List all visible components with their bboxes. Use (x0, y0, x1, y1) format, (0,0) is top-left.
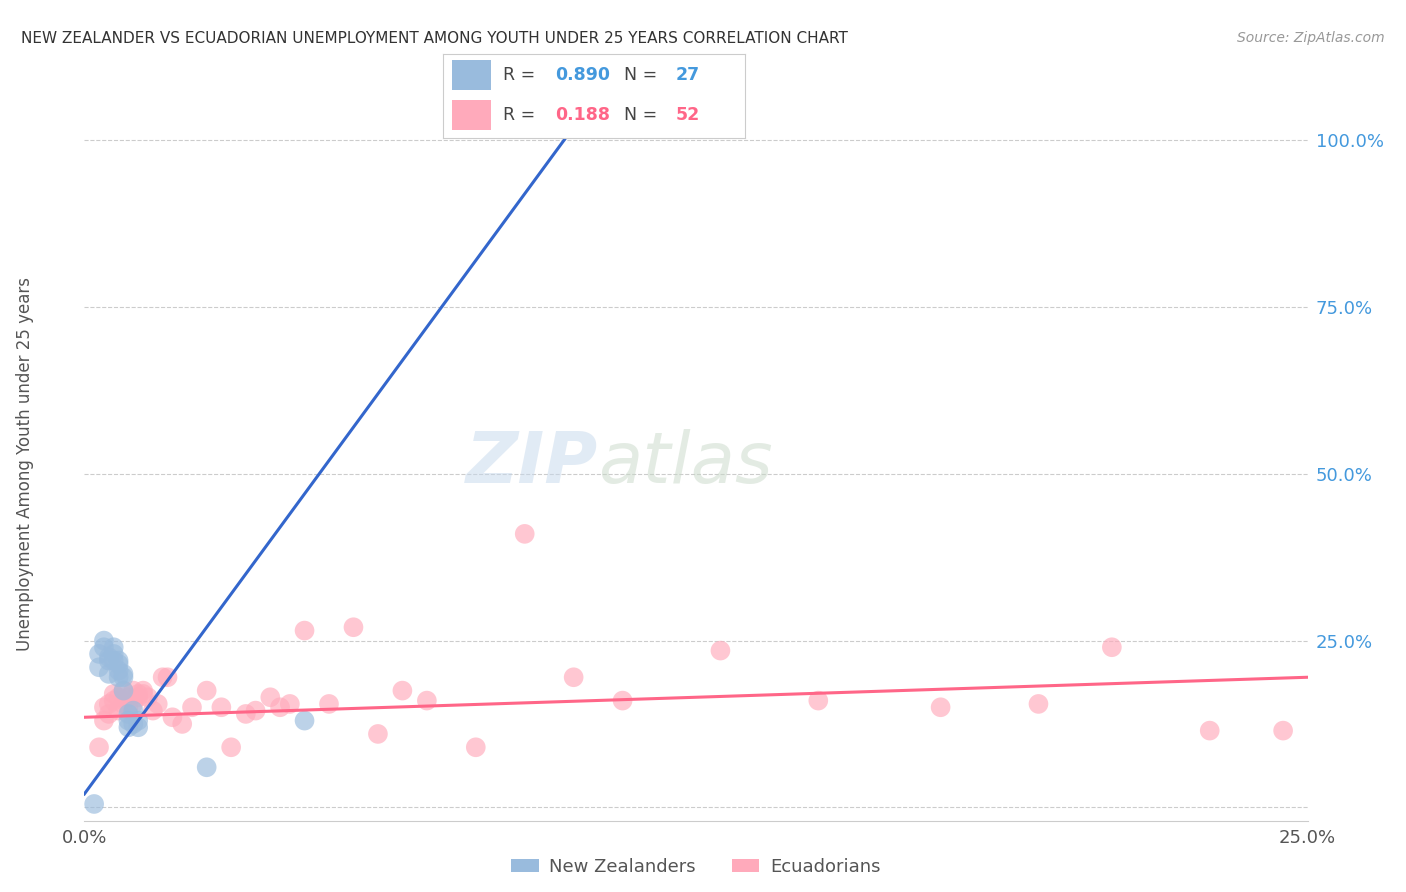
Point (127, 714, 149, 728)
Text: ZIP: ZIP (465, 429, 598, 499)
Point (195, 760, 218, 774)
Point (97, 706, 120, 721)
Point (103, 693, 125, 707)
Text: 0.890: 0.890 (555, 66, 610, 84)
Point (112, 670, 135, 684)
Point (107, 654, 129, 668)
Point (146, 697, 169, 711)
Text: R =: R = (503, 66, 541, 84)
Point (122, 697, 145, 711)
Text: 52: 52 (676, 106, 700, 124)
Text: 27: 27 (676, 66, 700, 84)
Text: Unemployment Among Youth under 25 years: Unemployment Among Youth under 25 years (17, 277, 34, 651)
Point (1028, 697, 1050, 711)
Point (93, 633, 115, 648)
Point (464, 740, 486, 755)
Point (245, 704, 267, 718)
Point (391, 683, 413, 698)
Point (294, 714, 316, 728)
Point (1101, 640, 1123, 655)
Text: atlas: atlas (598, 429, 773, 499)
Point (318, 697, 340, 711)
Text: 0.188: 0.188 (555, 106, 610, 124)
Point (132, 687, 155, 701)
Point (195, 683, 218, 698)
Point (235, 706, 257, 721)
Point (93, 714, 115, 728)
Point (807, 693, 830, 707)
Point (117, 714, 139, 728)
Point (112, 683, 135, 698)
Point (117, 720, 139, 734)
Point (132, 683, 155, 698)
Point (181, 700, 204, 714)
Point (209, 700, 232, 714)
Point (1272, 723, 1295, 738)
Point (259, 690, 281, 705)
Point (127, 687, 149, 701)
Point (87, 740, 110, 755)
Point (142, 704, 165, 718)
Point (103, 687, 125, 701)
Point (1198, 723, 1220, 738)
Text: Source: ZipAtlas.com: Source: ZipAtlas.com (1237, 31, 1385, 45)
Point (269, 700, 291, 714)
Point (107, 657, 129, 671)
Point (513, 527, 536, 541)
Point (103, 654, 125, 668)
Point (97, 667, 120, 681)
Point (117, 700, 139, 714)
Point (97, 650, 120, 665)
Point (127, 720, 149, 734)
Point (87, 660, 110, 674)
Point (87, 647, 110, 661)
Point (93, 640, 115, 655)
Point (112, 667, 135, 681)
Text: N =: N = (624, 66, 664, 84)
Text: N =: N = (624, 106, 664, 124)
Point (156, 670, 179, 684)
Point (122, 704, 145, 718)
Point (219, 740, 242, 755)
Point (172, 717, 194, 731)
Point (709, 643, 731, 657)
Legend: New Zealanders, Ecuadorians: New Zealanders, Ecuadorians (505, 851, 887, 883)
Point (112, 683, 135, 698)
Text: NEW ZEALANDER VS ECUADORIAN UNEMPLOYMENT AMONG YOUTH UNDER 25 YEARS CORRELATION : NEW ZEALANDER VS ECUADORIAN UNEMPLOYMENT… (21, 31, 848, 46)
Point (97, 654, 120, 668)
Point (367, 727, 389, 741)
Point (83, 797, 105, 811)
Point (127, 690, 149, 705)
Point (162, 710, 184, 724)
Point (117, 706, 139, 721)
Point (117, 690, 139, 705)
Point (294, 624, 316, 638)
Point (562, 670, 585, 684)
Point (929, 700, 952, 714)
Text: R =: R = (503, 106, 547, 124)
Point (342, 620, 364, 634)
Point (278, 697, 301, 711)
Point (103, 640, 125, 655)
Point (136, 690, 159, 705)
Point (122, 683, 145, 698)
Point (107, 704, 129, 718)
Point (416, 693, 439, 707)
Bar (451, 61, 491, 90)
Point (93, 700, 115, 714)
Point (107, 664, 129, 678)
Point (122, 717, 145, 731)
Point (107, 670, 129, 684)
Point (103, 647, 125, 661)
Point (112, 697, 135, 711)
Point (97, 697, 120, 711)
Point (612, 693, 634, 707)
Bar (451, 100, 491, 130)
Point (107, 690, 129, 705)
Point (152, 670, 174, 684)
